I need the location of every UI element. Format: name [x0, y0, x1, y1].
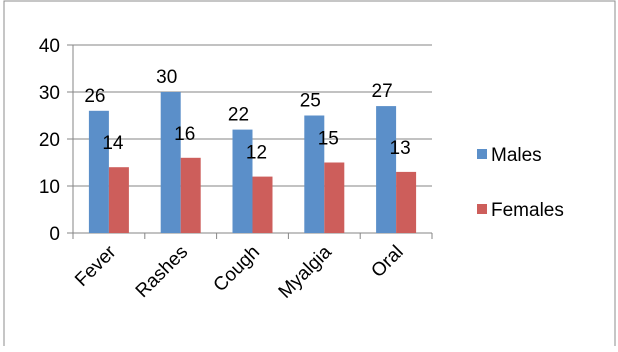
legend-label-males: Males: [491, 145, 542, 166]
bar-females-fever: [108, 167, 129, 233]
data-label: 12: [246, 143, 267, 164]
bar-females-myalgia: [324, 162, 345, 233]
y-tick-label: 30: [39, 83, 60, 104]
bar-males-oral: [376, 106, 397, 233]
legend-swatch-males: [477, 149, 487, 159]
legend-swatch-females: [477, 204, 487, 214]
x-tick-label: Rashes: [132, 242, 192, 302]
y-tick-label: 20: [39, 130, 60, 151]
data-label: 13: [390, 138, 411, 159]
legend: Males Females: [477, 145, 564, 221]
data-label: 30: [156, 67, 177, 88]
bars: [88, 92, 417, 233]
data-label: 14: [102, 133, 124, 154]
bar-males-cough: [232, 129, 253, 233]
bar-females-oral: [396, 171, 417, 233]
data-label: 26: [84, 86, 105, 107]
data-label: 22: [228, 105, 249, 126]
bar-males-myalgia: [304, 115, 325, 233]
bar-females-rashes: [180, 157, 201, 233]
bar-males-rashes: [160, 92, 181, 233]
x-tick-label: Oral: [367, 242, 407, 282]
data-label: 16: [174, 124, 195, 145]
chart-border: [3, 0, 616, 346]
data-label: 25: [300, 91, 321, 112]
y-tick-label: 40: [39, 36, 60, 57]
legend-label-females: Females: [491, 200, 564, 221]
data-label: 15: [318, 129, 339, 150]
x-tick-label: Myalgia: [275, 241, 336, 302]
bar-males-fever: [88, 110, 109, 233]
data-labels: 26 14 30 16 22 12 25 15 27 13: [84, 67, 410, 164]
bar-females-cough: [252, 176, 273, 233]
data-label: 27: [372, 81, 393, 102]
y-tick-label: 0: [49, 224, 60, 245]
x-tick-label: Fever: [71, 241, 121, 291]
y-tick-label: 10: [39, 177, 60, 198]
x-tick-label: Cough: [210, 242, 264, 296]
